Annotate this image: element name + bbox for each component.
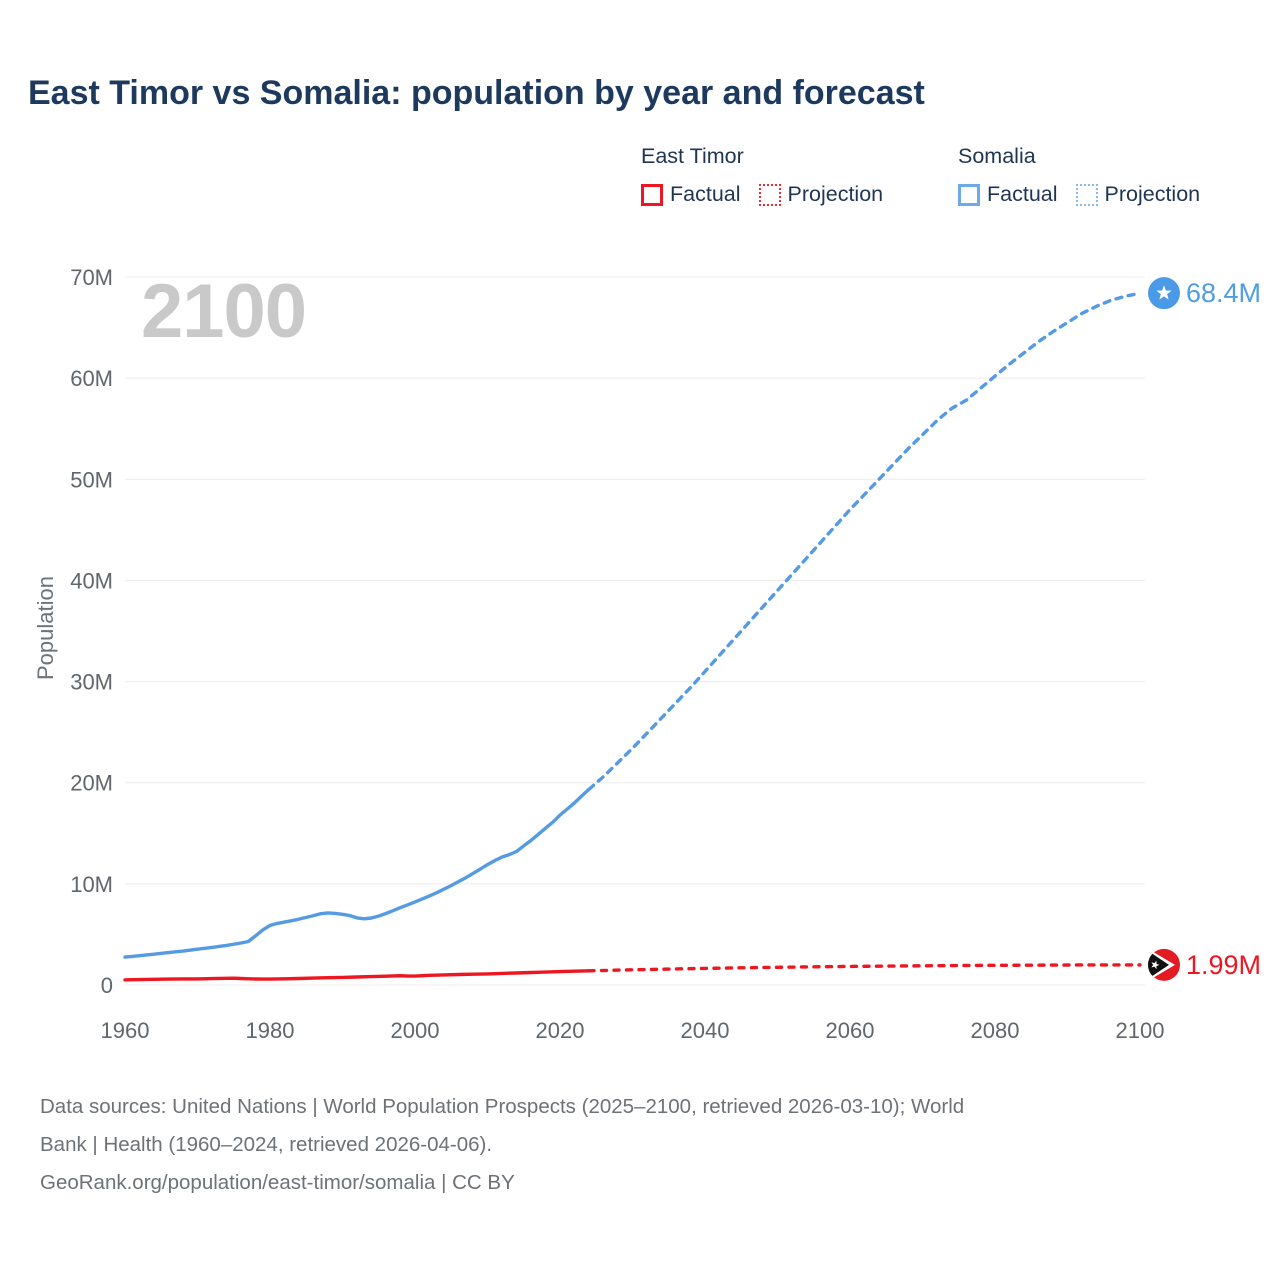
chart-title: East Timor vs Somalia: population by yea… <box>28 74 925 112</box>
x-axis-tick-labels: 1960 1980 2000 2020 2040 2060 2080 2100 <box>101 1018 1165 1043</box>
east-timor-flag-icon <box>1148 948 1180 981</box>
legend-label-projection: Projection <box>1104 182 1201 206</box>
legend-group-title-east-timor: East Timor <box>641 144 744 168</box>
legend-row-somalia: Factual Projection <box>958 182 1218 207</box>
legend-item-east-timor-factual[interactable]: Factual <box>641 182 741 207</box>
somalia-projection-swatch-icon <box>1075 183 1098 206</box>
year-watermark: 2100 <box>141 269 307 354</box>
gridlines <box>125 276 1145 986</box>
legend-group-title-somalia: Somalia <box>958 144 1036 168</box>
legend-group-east-timor: East Timor Factual Projection <box>641 144 901 207</box>
y-axis-tick-label: 30M <box>70 670 113 695</box>
legend-group-somalia: Somalia Factual Projection <box>958 144 1218 207</box>
y-axis-tick-label: 40M <box>70 568 113 593</box>
series-east-timor-factual <box>123 969 591 982</box>
x-axis-tick-label: 1960 <box>101 1018 150 1043</box>
y-axis-tick-label: 60M <box>70 366 113 391</box>
legend-row-east-timor: Factual Projection <box>641 182 901 207</box>
series-somalia-projection <box>587 291 1142 791</box>
x-axis-tick-label: 2020 <box>536 1018 585 1043</box>
y-axis-tick-label: 70M <box>70 265 113 290</box>
somalia-factual-swatch-icon <box>958 183 980 206</box>
x-axis-tick-label: 2060 <box>826 1018 875 1043</box>
chart-canvas: 0 10M 20M 30M 40M 50M 60M 70M 1960 1980 2000 2020 2… <box>70 265 1180 1043</box>
y-axis-tick-label: 10M <box>70 872 113 897</box>
footer-data-sources-line-1: Data sources: United Nations | World Pop… <box>40 1095 965 1118</box>
legend-label-factual: Factual <box>987 182 1058 206</box>
legend-item-east-timor-projection[interactable]: Projection <box>758 182 884 207</box>
y-axis-tick-label: 20M <box>70 771 113 796</box>
series-somalia-factual <box>123 787 591 959</box>
y-axis-tick-label: 50M <box>70 467 113 492</box>
x-axis-tick-label: 2080 <box>971 1018 1020 1043</box>
footer: Data sources: United Nations | World Pop… <box>40 1088 1250 1202</box>
footer-attribution[interactable]: GeoRank.org/population/east-timor/somali… <box>40 1171 515 1194</box>
x-axis-tick-label: 1980 <box>246 1018 295 1043</box>
x-axis-tick-label: 2040 <box>681 1018 730 1043</box>
y-axis-tick-label: 0 <box>101 973 113 998</box>
east-timor-factual-swatch-icon <box>641 183 663 206</box>
chart-legend: East Timor Factual Projection Somalia Fa… <box>0 144 1280 224</box>
east-timor-projection-swatch-icon <box>758 183 781 206</box>
footer-data-sources-line-2: Bank | Health (1960–2024, retrieved 2026… <box>40 1133 493 1156</box>
x-axis-tick-label: 2000 <box>391 1018 440 1043</box>
legend-item-somalia-projection[interactable]: Projection <box>1075 182 1201 207</box>
y-axis-tick-labels: 0 10M 20M 30M 40M 50M 60M 70M <box>70 265 113 998</box>
somalia-end-value-label: 68.4M <box>1186 278 1262 309</box>
x-axis-tick-label: 2100 <box>1116 1018 1165 1043</box>
east-timor-end-value-label: 1.99M <box>1186 949 1262 980</box>
legend-item-somalia-factual[interactable]: Factual <box>958 182 1058 207</box>
series-lines <box>123 291 1142 982</box>
somalia-flag-icon <box>1148 277 1180 310</box>
series-east-timor-projection <box>587 963 1142 973</box>
legend-label-projection: Projection <box>787 182 884 206</box>
legend-label-factual: Factual <box>670 182 741 206</box>
